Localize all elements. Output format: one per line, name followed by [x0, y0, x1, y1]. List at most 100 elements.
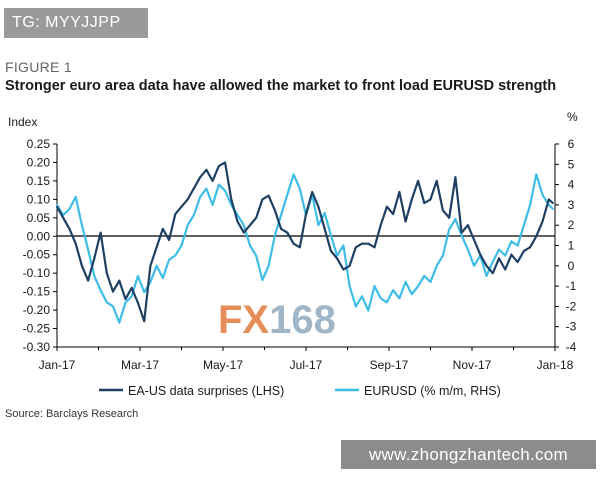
x-tick-label: May-17 — [203, 358, 243, 372]
ea-us-point — [311, 191, 314, 193]
eurusd-point — [348, 285, 351, 287]
eurusd-point — [361, 295, 363, 298]
eurusd-point — [317, 224, 320, 227]
ea-us-point — [467, 224, 469, 227]
eurusd-point — [224, 189, 227, 192]
x-tick-label: Sep-17 — [370, 358, 409, 372]
x-tick-label: Jul-17 — [290, 358, 323, 372]
eurusd-point — [286, 193, 289, 196]
eurusd-point — [417, 285, 419, 287]
ea-us-point — [523, 250, 525, 252]
eurusd-point — [392, 289, 394, 292]
ea-us-point — [180, 205, 183, 208]
eurusd-point — [236, 214, 239, 216]
left-tick-label: 0.05 — [27, 211, 51, 225]
eurusd-point — [130, 295, 133, 298]
eurusd-point — [460, 234, 463, 237]
ea-us-point — [516, 261, 519, 263]
ea-us-point — [155, 246, 158, 249]
eurusd-point — [435, 264, 438, 267]
eurusd-point — [373, 285, 376, 287]
ea-us-point — [305, 213, 307, 216]
eurusd-point — [552, 208, 554, 210]
right-tick-label: 6 — [568, 137, 575, 151]
ea-us-point — [186, 198, 189, 201]
right-tick-label: 0 — [568, 259, 575, 273]
ea-us-point — [62, 216, 65, 219]
eurusd-point — [386, 301, 388, 304]
ea-us-point — [242, 231, 245, 234]
eurusd-point — [68, 208, 71, 210]
eurusd-point — [242, 224, 245, 227]
eurusd-point — [423, 275, 426, 277]
eurusd-point — [404, 281, 407, 283]
right-tick-label: -3 — [566, 320, 577, 334]
series-layer — [56, 161, 554, 324]
ea-us-point — [298, 246, 301, 249]
ea-us-point — [398, 191, 401, 193]
eurusd-point — [161, 277, 164, 279]
left-tick-label: 0.00 — [27, 229, 51, 243]
legend-label-light: EURUSD (% m/m, RHS) — [364, 384, 501, 398]
ea-us-point — [137, 301, 139, 304]
eurusd-point — [155, 264, 158, 267]
right-tick-label: 2 — [568, 218, 575, 232]
eurusd-point — [498, 248, 500, 251]
eurusd-point — [429, 281, 432, 283]
legend-label-dark: EA-US data surprises (LHS) — [128, 384, 284, 398]
ea-us-point — [498, 257, 500, 260]
ea-us-point — [373, 246, 376, 249]
figure-title: Stronger euro area data have allowed the… — [5, 78, 557, 94]
eurusd-point — [261, 279, 264, 281]
eurusd-point — [523, 224, 525, 227]
eurusd-point — [118, 321, 121, 324]
ea-us-point — [535, 235, 538, 238]
ea-us-point — [56, 205, 58, 208]
ea-us-point — [87, 279, 89, 282]
eurusd-point — [199, 195, 202, 198]
ea-us-point — [541, 220, 544, 223]
ea-us-point — [143, 320, 146, 323]
eurusd-point — [485, 275, 488, 277]
eurusd-point — [174, 254, 177, 257]
ea-us-point — [442, 209, 444, 212]
right-tick-label: 3 — [568, 198, 575, 212]
eurusd-point — [442, 254, 444, 257]
eurusd-point — [504, 254, 507, 257]
fx168-watermark: FX168 — [218, 298, 336, 342]
ea-us-point — [504, 268, 507, 271]
ea-us-point — [68, 228, 71, 230]
ea-us-point — [267, 194, 270, 197]
eurusd-point — [516, 244, 519, 247]
eurusd-point — [186, 224, 189, 227]
ea-us-point — [149, 264, 152, 267]
ea-us-point — [392, 213, 394, 216]
ea-us-point — [454, 176, 457, 179]
eurusd-point — [74, 195, 77, 198]
ea-us-point — [552, 202, 554, 205]
eurusd-point — [143, 291, 146, 294]
ea-us-point — [348, 264, 351, 267]
watermark-fx: FX — [218, 298, 269, 342]
ea-us-point — [74, 242, 77, 245]
ea-us-point — [323, 228, 326, 230]
ea-us-point — [99, 231, 102, 234]
eurusd-point — [398, 297, 401, 300]
right-tick-label: 5 — [568, 157, 575, 171]
ea-us-point — [423, 202, 426, 205]
ea-us-point — [81, 264, 83, 267]
left-tick-label: -0.30 — [23, 340, 51, 354]
eurusd-point — [149, 281, 152, 283]
eurusd-point — [354, 305, 357, 308]
eurusd-point — [323, 212, 326, 214]
eurusd-point — [87, 248, 89, 251]
ea-us-point — [448, 216, 451, 219]
ea-us-point — [274, 209, 276, 212]
ea-us-point — [292, 242, 295, 245]
ea-us-point — [118, 279, 121, 282]
ea-us-point — [249, 224, 251, 227]
left-tick-label: -0.25 — [23, 322, 51, 336]
left-tick-label: 0.10 — [27, 192, 51, 206]
ea-us-point — [261, 198, 264, 201]
